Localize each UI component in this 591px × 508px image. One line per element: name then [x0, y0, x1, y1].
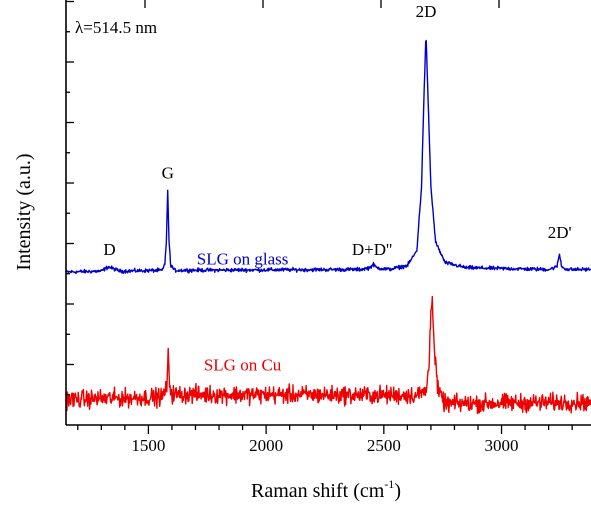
- label-group: D G D+D'' 2D 2D' SLG on glass SLG on Cu: [103, 2, 571, 375]
- x-axis-title-close: ): [394, 480, 401, 502]
- x-tick-label-3000: 3000: [485, 436, 519, 455]
- y-axis-title: Intensity (a.u.): [13, 153, 35, 270]
- x-tick-label-1500: 1500: [131, 436, 165, 455]
- peak-label-4: 2D': [548, 223, 572, 242]
- x-tick-label-2500: 2500: [367, 436, 401, 455]
- peak-label-0: D: [103, 240, 115, 259]
- x-axis-title-sup: -1: [384, 477, 394, 491]
- peak-label-3: 2D: [416, 2, 437, 21]
- series-line-0: [65, 39, 591, 275]
- series-label-0: SLG on glass: [197, 249, 289, 268]
- peak-label-2: D+D'': [352, 240, 392, 259]
- axis-group: [65, 0, 591, 426]
- tick-group: 1500 2000 2500 3000: [66, 0, 573, 455]
- wavelength-label: λ=514.5 nm: [75, 18, 157, 37]
- x-tick-label-2000: 2000: [249, 436, 283, 455]
- series-group: [65, 39, 591, 415]
- x-axis-title: Raman shift (cm-1): [251, 477, 401, 502]
- x-axis-title-main: Raman shift (cm: [251, 480, 385, 502]
- series-line-1: [65, 295, 591, 415]
- peak-label-1: G: [162, 164, 174, 183]
- series-label-1: SLG on Cu: [204, 356, 282, 375]
